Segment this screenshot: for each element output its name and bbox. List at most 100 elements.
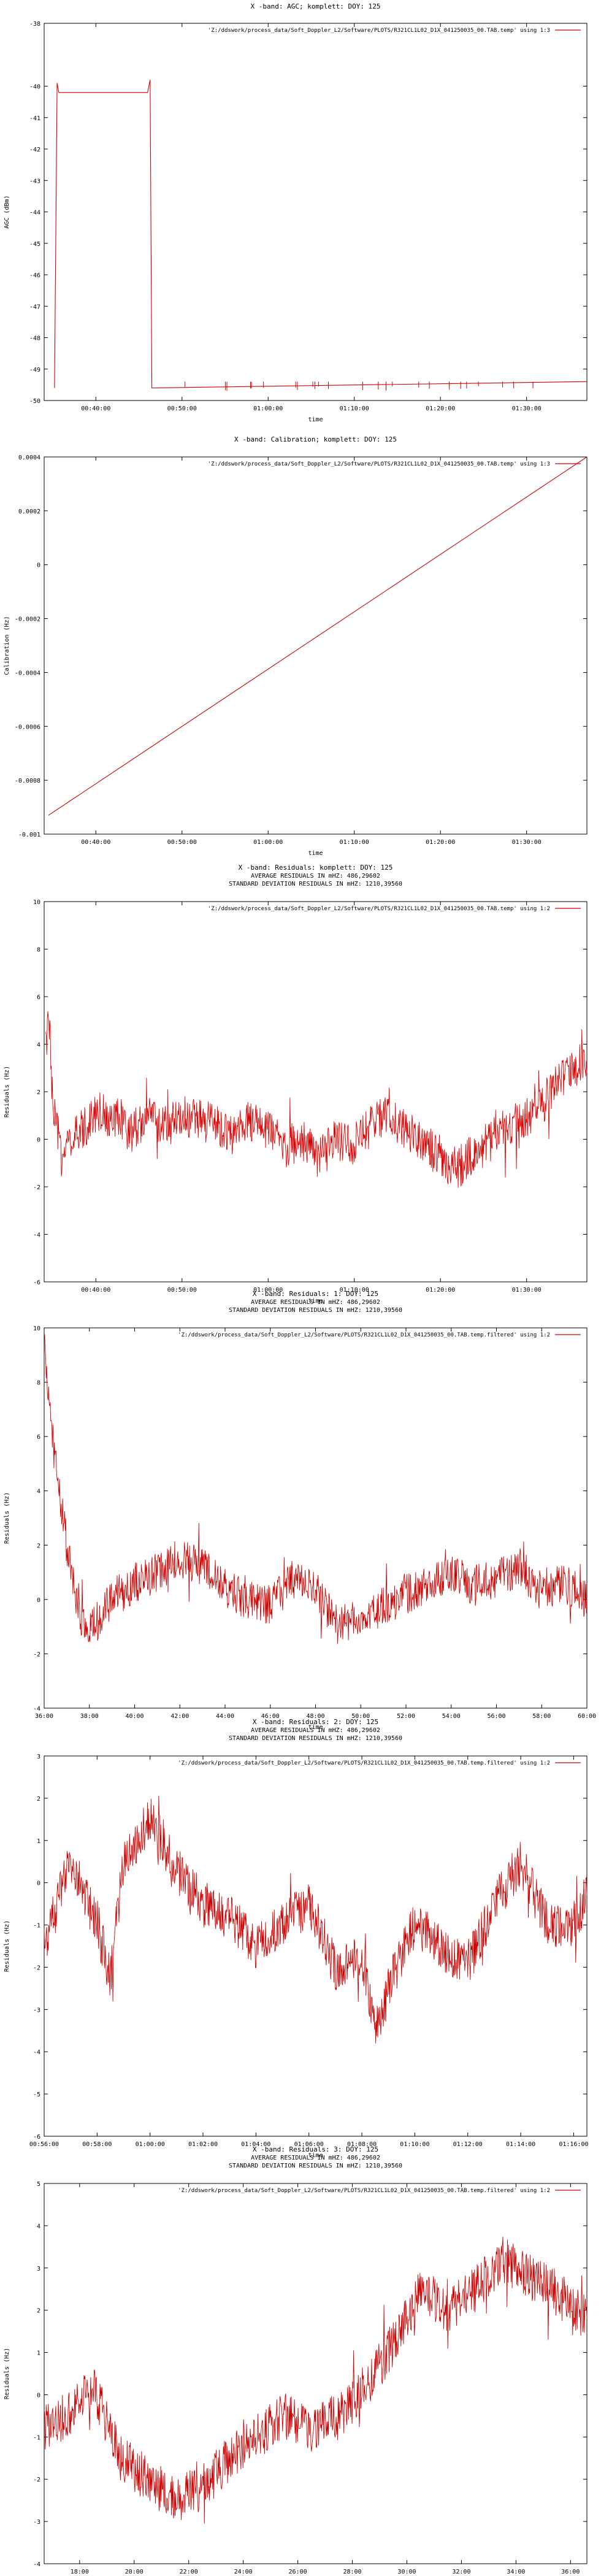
legend-entry: 'Z:/ddswork/process_data/Soft_Doppler_L2… <box>208 906 550 912</box>
y-tick-label: -0.001 <box>18 832 40 838</box>
y-axis-label: Calibration (Hz) <box>4 616 10 675</box>
y-tick-label: 2 <box>37 1796 40 1803</box>
x-tick-label: 48:00 <box>306 1713 324 1720</box>
chart-subtitle: STANDARD DEVIATION RESIDUALS IN mHZ: 121… <box>229 1307 402 1314</box>
y-tick-label: 6 <box>37 1434 40 1441</box>
plot-frame <box>44 456 588 835</box>
x-tick-label: 01:12:00 <box>453 2141 483 2148</box>
x-tick-label: 00:58:00 <box>82 2141 112 2148</box>
y-tick-label: -6 <box>33 1279 40 1286</box>
chart-title: X -band: Residuals: 2: DOY: 125 <box>253 1718 378 1726</box>
x-tick-label: 32:00 <box>452 2569 470 2575</box>
y-tick-label: -0.0008 <box>15 778 40 784</box>
x-tick-label: 00:40:00 <box>81 839 110 846</box>
y-tick-label: 4 <box>37 1042 40 1049</box>
y-tick-label: 0 <box>37 562 40 569</box>
y-tick-label: 2 <box>37 2308 40 2315</box>
x-axis-label: time <box>308 1724 323 1731</box>
y-tick-label: -5 <box>33 2091 40 2098</box>
y-tick-label: -46 <box>29 272 40 279</box>
chart-subtitle: AVERAGE RESIDUALS IN mHZ: 486,29602 <box>251 1727 380 1734</box>
y-tick-label: -4 <box>33 2049 40 2056</box>
y-tick-label: 2 <box>37 1543 40 1549</box>
chart-subtitle: AVERAGE RESIDUALS IN mHZ: 486,29602 <box>251 873 380 880</box>
y-tick-label: -40 <box>29 84 40 91</box>
series-line <box>48 456 588 816</box>
chart-subtitle: AVERAGE RESIDUALS IN mHZ: 486,29602 <box>251 1299 380 1306</box>
x-tick-label: 46:00 <box>261 1713 280 1720</box>
x-tick-label: 56:00 <box>487 1713 505 1720</box>
x-tick-label: 42:00 <box>170 1713 189 1720</box>
y-tick-label: 10 <box>33 899 40 906</box>
y-axis-label: Residuals (Hz) <box>4 1920 10 1972</box>
x-tick-label: 01:04:00 <box>241 2141 270 2148</box>
x-tick-label: 50:00 <box>351 1713 370 1720</box>
chart-subtitle: AVERAGE RESIDUALS IN mHZ: 486,29602 <box>251 2155 380 2161</box>
chart-title: X -band: Calibration; komplett: DOY: 125 <box>234 435 397 443</box>
x-tick-label: 20:00 <box>125 2569 144 2575</box>
x-tick-label: 01:10:00 <box>340 839 369 846</box>
chart-title: X -band: Residuals: komplett: DOY: 125 <box>239 864 393 872</box>
chart-title: X -band: Residuals: 3: DOY: 125 <box>253 2145 378 2153</box>
series-line <box>45 1011 588 1188</box>
y-tick-label: -2 <box>33 1184 40 1191</box>
x-tick-label: 36:00 <box>561 2569 580 2575</box>
chart-subtitle: STANDARD DEVIATION RESIDUALS IN mHZ: 121… <box>229 2163 402 2169</box>
x-tick-label: 52:00 <box>397 1713 415 1720</box>
y-tick-label: -2 <box>33 1651 40 1658</box>
x-tick-label: 22:00 <box>180 2569 198 2575</box>
x-tick-label: 01:10:00 <box>340 1287 369 1294</box>
y-tick-label: -43 <box>29 178 40 185</box>
x-tick-label: 01:00:00 <box>253 405 283 412</box>
y-tick-label: -38 <box>29 21 40 28</box>
y-tick-label: 0.0004 <box>18 454 40 461</box>
x-tick-label: 44:00 <box>216 1713 234 1720</box>
y-tick-label: 8 <box>37 947 40 954</box>
x-tick-label: 01:14:00 <box>506 2141 535 2148</box>
x-tick-label: 26:00 <box>289 2569 307 2575</box>
x-tick-label: 00:40:00 <box>81 1287 110 1294</box>
y-tick-label: 0 <box>37 1597 40 1604</box>
x-tick-label: 38:00 <box>80 1713 99 1720</box>
y-tick-label: 0 <box>37 2392 40 2399</box>
y-tick-label: -0.0002 <box>15 616 40 623</box>
y-tick-label: -0.0006 <box>15 724 40 730</box>
y-tick-label: -41 <box>29 115 40 122</box>
x-tick-label: 00:50:00 <box>167 405 197 412</box>
y-tick-label: -0.0004 <box>15 670 40 677</box>
y-axis-label: Residuals (Hz) <box>4 2348 10 2399</box>
x-tick-label: 01:30:00 <box>512 1287 542 1294</box>
x-tick-label: 58:00 <box>532 1713 551 1720</box>
x-tick-label: 28:00 <box>343 2569 361 2575</box>
plot-frame <box>44 1755 588 2137</box>
y-tick-label: -4 <box>33 1232 40 1239</box>
y-tick-label: 1 <box>37 2350 40 2357</box>
x-tick-label: 00:50:00 <box>167 839 197 846</box>
plot-frame <box>44 2183 588 2564</box>
x-tick-label: 01:02:00 <box>188 2141 218 2148</box>
legend-entry: 'Z:/ddswork/process_data/Soft_Doppler_L2… <box>178 2188 550 2194</box>
y-tick-label: -50 <box>29 398 40 405</box>
y-tick-label: -1 <box>33 2434 40 2441</box>
y-tick-label: 1 <box>37 1838 40 1845</box>
y-tick-label: 3 <box>37 2266 40 2272</box>
x-tick-label: 01:20:00 <box>426 1287 455 1294</box>
x-tick-label: 01:20:00 <box>426 839 455 846</box>
y-tick-label: -2 <box>33 1965 40 1971</box>
y-tick-label: -4 <box>33 2561 40 2568</box>
x-axis-label: time <box>308 2152 323 2159</box>
x-tick-label: 60:00 <box>578 1713 596 1720</box>
x-tick-label: 36:00 <box>35 1713 53 1720</box>
y-tick-label: -49 <box>29 367 40 374</box>
y-axis-label: AGC (dBm) <box>4 195 10 228</box>
series-line <box>54 80 588 389</box>
y-tick-label: 5 <box>37 2181 40 2188</box>
x-tick-label: 54:00 <box>442 1713 461 1720</box>
y-tick-label: -6 <box>33 2134 40 2141</box>
y-axis-label: Residuals (Hz) <box>4 1492 10 1544</box>
y-tick-label: -45 <box>29 241 40 248</box>
plot-frame <box>44 1327 588 1709</box>
x-axis-label: time <box>308 850 323 857</box>
